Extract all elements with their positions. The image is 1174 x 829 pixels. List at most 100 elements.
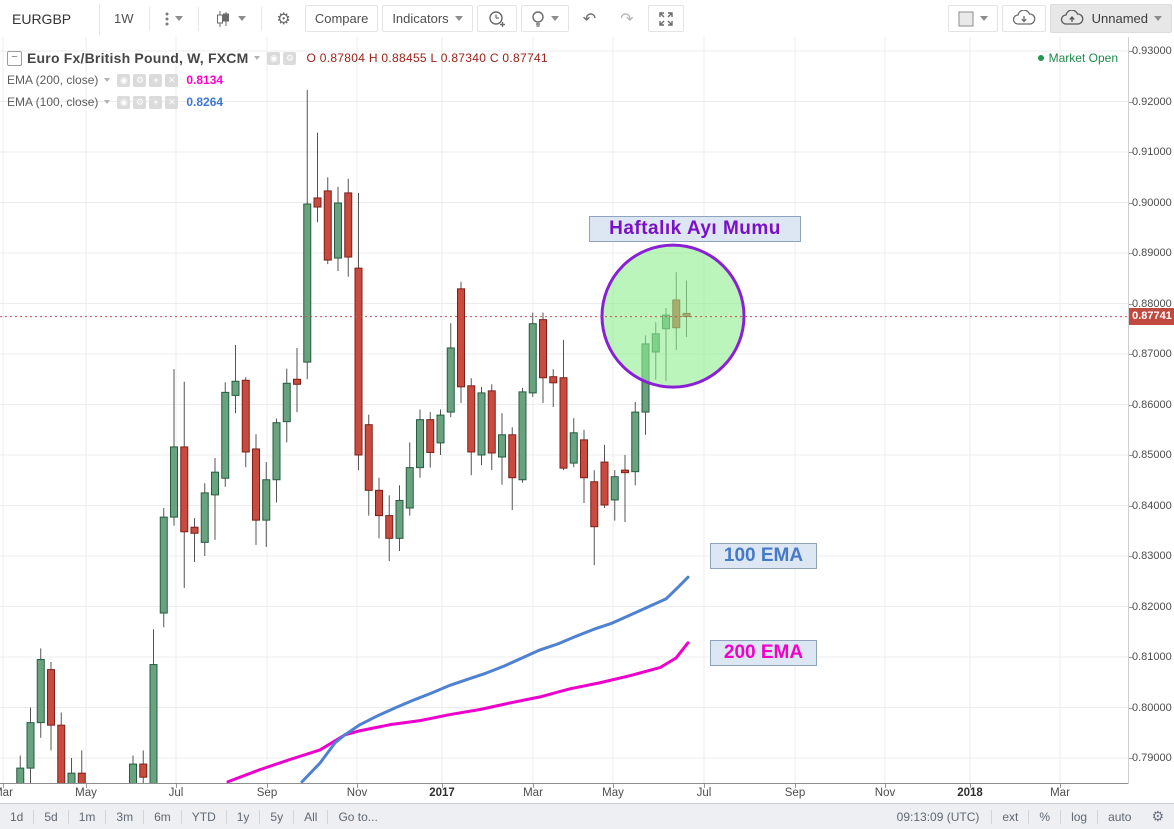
candle-up[interactable] [446, 347, 455, 413]
candle-down[interactable] [426, 419, 435, 453]
candle-down[interactable] [621, 469, 629, 474]
candlestick-chart[interactable] [0, 37, 1128, 783]
range-button-ytd[interactable]: YTD [191, 810, 216, 824]
gear-icon[interactable]: ⚙ [133, 73, 147, 87]
annotation-bear-candle-label[interactable]: Haftalık Ayı Mumu [589, 216, 801, 242]
candle-down[interactable] [549, 376, 558, 384]
candle-down[interactable] [344, 192, 353, 258]
candle-down[interactable] [580, 439, 588, 479]
candle-down[interactable] [600, 461, 609, 506]
candle-up[interactable] [170, 446, 178, 518]
undo-button[interactable]: ↶ [572, 5, 607, 32]
candle-down[interactable] [487, 390, 496, 454]
publish-idea-button[interactable] [520, 5, 569, 32]
candle-up[interactable] [518, 391, 527, 481]
candle-up[interactable] [569, 432, 578, 464]
candle-down[interactable] [508, 434, 517, 479]
candle-up[interactable] [498, 434, 506, 458]
percent-scale-toggle[interactable]: % [1039, 810, 1051, 824]
candle-up[interactable] [272, 422, 281, 481]
log-scale-toggle[interactable]: log [1071, 810, 1088, 824]
candle-up[interactable] [26, 722, 35, 769]
extended-hours-toggle[interactable]: ext [1002, 810, 1019, 824]
candle-up[interactable] [262, 479, 271, 521]
candle-down[interactable] [293, 378, 301, 385]
range-button-1d[interactable]: 1d [10, 810, 24, 824]
candle-down[interactable] [539, 319, 547, 379]
indicators-button[interactable]: Indicators [382, 5, 473, 32]
time-axis[interactable]: Mar May Jul Sep Nov 2017 Mar May Jul Sep Nov 2018 Ma… [0, 784, 1128, 803]
candle-up[interactable] [610, 476, 619, 501]
candle-up[interactable] [436, 414, 445, 444]
candle-down[interactable] [47, 669, 55, 726]
candle-up[interactable] [416, 419, 424, 469]
candle-up[interactable] [159, 516, 168, 614]
candle-up[interactable] [36, 659, 45, 724]
ema-line-ema-100[interactable] [300, 575, 690, 783]
gear-icon[interactable]: ⚙ [1151, 809, 1164, 825]
candle-up[interactable] [303, 203, 312, 363]
candle-up[interactable] [129, 763, 137, 783]
goto-date-button[interactable]: Go to... [338, 810, 378, 824]
add-alert-button[interactable] [476, 5, 517, 32]
close-icon[interactable]: ✕ [165, 73, 179, 87]
price-axis[interactable]: 0.93000 0.92000 0.91000 0.90000 0.89000 0.880… [1128, 37, 1174, 784]
candle-down[interactable] [139, 763, 148, 778]
eye-icon[interactable]: ◉ [267, 51, 281, 65]
candle-down[interactable] [375, 489, 383, 517]
symbol-input[interactable]: EURGBP [2, 2, 100, 35]
candle-up[interactable] [149, 664, 158, 783]
candle-up[interactable] [200, 492, 209, 543]
ema-line-ema-200[interactable] [226, 641, 690, 783]
candle-down[interactable] [252, 448, 260, 521]
candle-down[interactable] [590, 481, 599, 528]
range-button-6m[interactable]: 6m [154, 810, 171, 824]
chevron-down-icon[interactable] [104, 78, 111, 82]
candle-down[interactable] [323, 190, 332, 261]
chart-properties-button[interactable]: ⚙ [266, 5, 301, 32]
range-button-5y[interactable]: 5y [270, 810, 284, 824]
range-button-3m[interactable]: 3m [116, 810, 134, 824]
candle-up[interactable] [231, 380, 240, 396]
candle-down[interactable] [190, 526, 199, 534]
auto-scale-toggle[interactable]: auto [1108, 810, 1132, 824]
chart-style-button[interactable] [203, 5, 256, 32]
candle-down[interactable] [77, 772, 86, 783]
range-button-1y[interactable]: 1y [236, 810, 250, 824]
annotation-200ema-label[interactable]: 200 EMA [710, 640, 817, 666]
candle-up[interactable] [211, 471, 219, 496]
candle-up[interactable] [477, 392, 486, 456]
plus-icon[interactable]: + [149, 73, 163, 87]
candle-down[interactable] [241, 379, 250, 453]
candle-down[interactable] [57, 724, 66, 783]
interval-menu-button[interactable] [154, 5, 193, 32]
eye-icon[interactable]: ◉ [117, 95, 131, 109]
candle-up[interactable] [221, 391, 230, 479]
redo-button[interactable]: ↷ [610, 5, 644, 32]
save-layout-button[interactable]: Unnamed [1049, 4, 1172, 33]
candle-down[interactable] [364, 424, 373, 491]
interval-button[interactable]: 1W [104, 5, 144, 32]
collapse-legend-button[interactable]: − [7, 50, 22, 66]
layout-select-button[interactable] [947, 5, 998, 32]
range-button-all[interactable]: All [304, 810, 318, 824]
candle-down[interactable] [457, 288, 465, 388]
candle-down[interactable] [467, 385, 476, 453]
range-button-1m[interactable]: 1m [78, 810, 96, 824]
compare-button[interactable]: Compare [304, 5, 379, 32]
eye-icon[interactable]: ◉ [117, 73, 131, 87]
candle-down[interactable] [385, 515, 394, 539]
candle-up[interactable] [334, 202, 342, 259]
fullscreen-button[interactable] [647, 5, 684, 32]
annotation-100ema-label[interactable]: 100 EMA [710, 543, 817, 569]
candle-down[interactable] [559, 377, 568, 469]
load-layout-button[interactable] [1001, 5, 1046, 32]
chevron-down-icon[interactable] [104, 100, 111, 104]
candle-up[interactable] [67, 772, 76, 783]
candle-down[interactable] [354, 267, 363, 456]
candle-up[interactable] [395, 499, 404, 539]
candle-up[interactable] [631, 411, 640, 473]
candle-down[interactable] [180, 446, 189, 533]
gear-icon[interactable]: ⚙ [133, 95, 147, 109]
candle-up[interactable] [282, 382, 291, 423]
